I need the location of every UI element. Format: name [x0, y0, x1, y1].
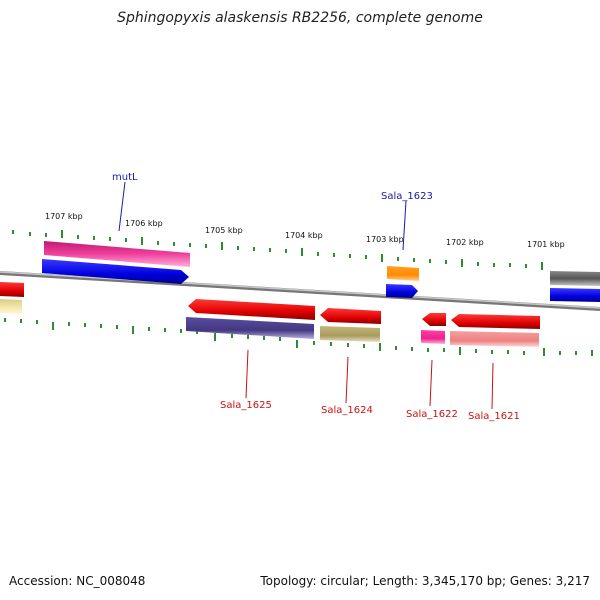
scale-label-1702: 1702 kbp	[446, 238, 484, 247]
gene-forward-blue-1[interactable]	[42, 259, 189, 284]
gene-left-red-edge[interactable]	[0, 282, 24, 297]
gene-mutL-bar[interactable]	[44, 241, 190, 267]
leader-mutL	[118, 181, 126, 232]
gene-label-sala-1622[interactable]: Sala_1622	[406, 409, 458, 420]
accession-text: Accession: NC_008048	[9, 574, 146, 588]
map-title: Sphingopyxis alaskensis RB2256, complete…	[117, 10, 483, 26]
genome-summary-text: Topology: circular; Length: 3,345,170 bp…	[260, 574, 590, 588]
leader-sala-1623	[402, 200, 407, 251]
gene-label-sala-1621[interactable]: Sala_1621	[468, 411, 520, 422]
genome-backbone-highlight	[0, 271, 600, 309]
scale-label-1703: 1703 kbp	[366, 235, 404, 244]
gene-sala-1621-bar[interactable]	[450, 331, 539, 347]
gene-left-khaki-edge[interactable]	[0, 299, 22, 314]
gene-sala-1624-bar[interactable]	[320, 326, 380, 342]
gene-sala-1622-bar[interactable]	[421, 330, 445, 344]
gene-sala-1623-arrow[interactable]	[386, 284, 418, 298]
leader-sala-1621	[491, 362, 494, 410]
scale-label-1701: 1701 kbp	[527, 240, 565, 249]
gene-sala-1622-arrow[interactable]	[422, 313, 446, 326]
gene-sala-1625-arrow[interactable]	[188, 299, 315, 320]
scale-label-1705: 1705 kbp	[205, 226, 243, 235]
inner-ticks	[4, 318, 593, 356]
scale-label-1704: 1704 kbp	[285, 231, 323, 240]
gene-forward-blue-2[interactable]	[550, 288, 600, 302]
gene-gray-bar[interactable]	[550, 271, 600, 286]
gene-sala-1625-bar[interactable]	[186, 317, 314, 339]
leader-sala-1624	[345, 356, 349, 404]
leader-sala-1622	[429, 359, 433, 407]
gene-sala-1624-arrow[interactable]	[320, 308, 381, 324]
gene-sala-1621-arrow[interactable]	[451, 314, 540, 329]
gene-label-mutL[interactable]: mutL	[112, 172, 138, 183]
outer-ticks	[12, 230, 543, 270]
scale-label-1707: 1707 kbp	[45, 212, 83, 221]
gene-orange-bar[interactable]	[387, 266, 419, 281]
gene-label-sala-1623[interactable]: Sala_1623	[381, 191, 433, 202]
scale-label-1706: 1706 kbp	[125, 219, 163, 228]
gene-label-sala-1624[interactable]: Sala_1624	[321, 405, 373, 416]
gene-label-sala-1625[interactable]: Sala_1625	[220, 400, 272, 411]
genome-backbone	[0, 271, 600, 311]
leader-sala-1625	[245, 349, 249, 399]
